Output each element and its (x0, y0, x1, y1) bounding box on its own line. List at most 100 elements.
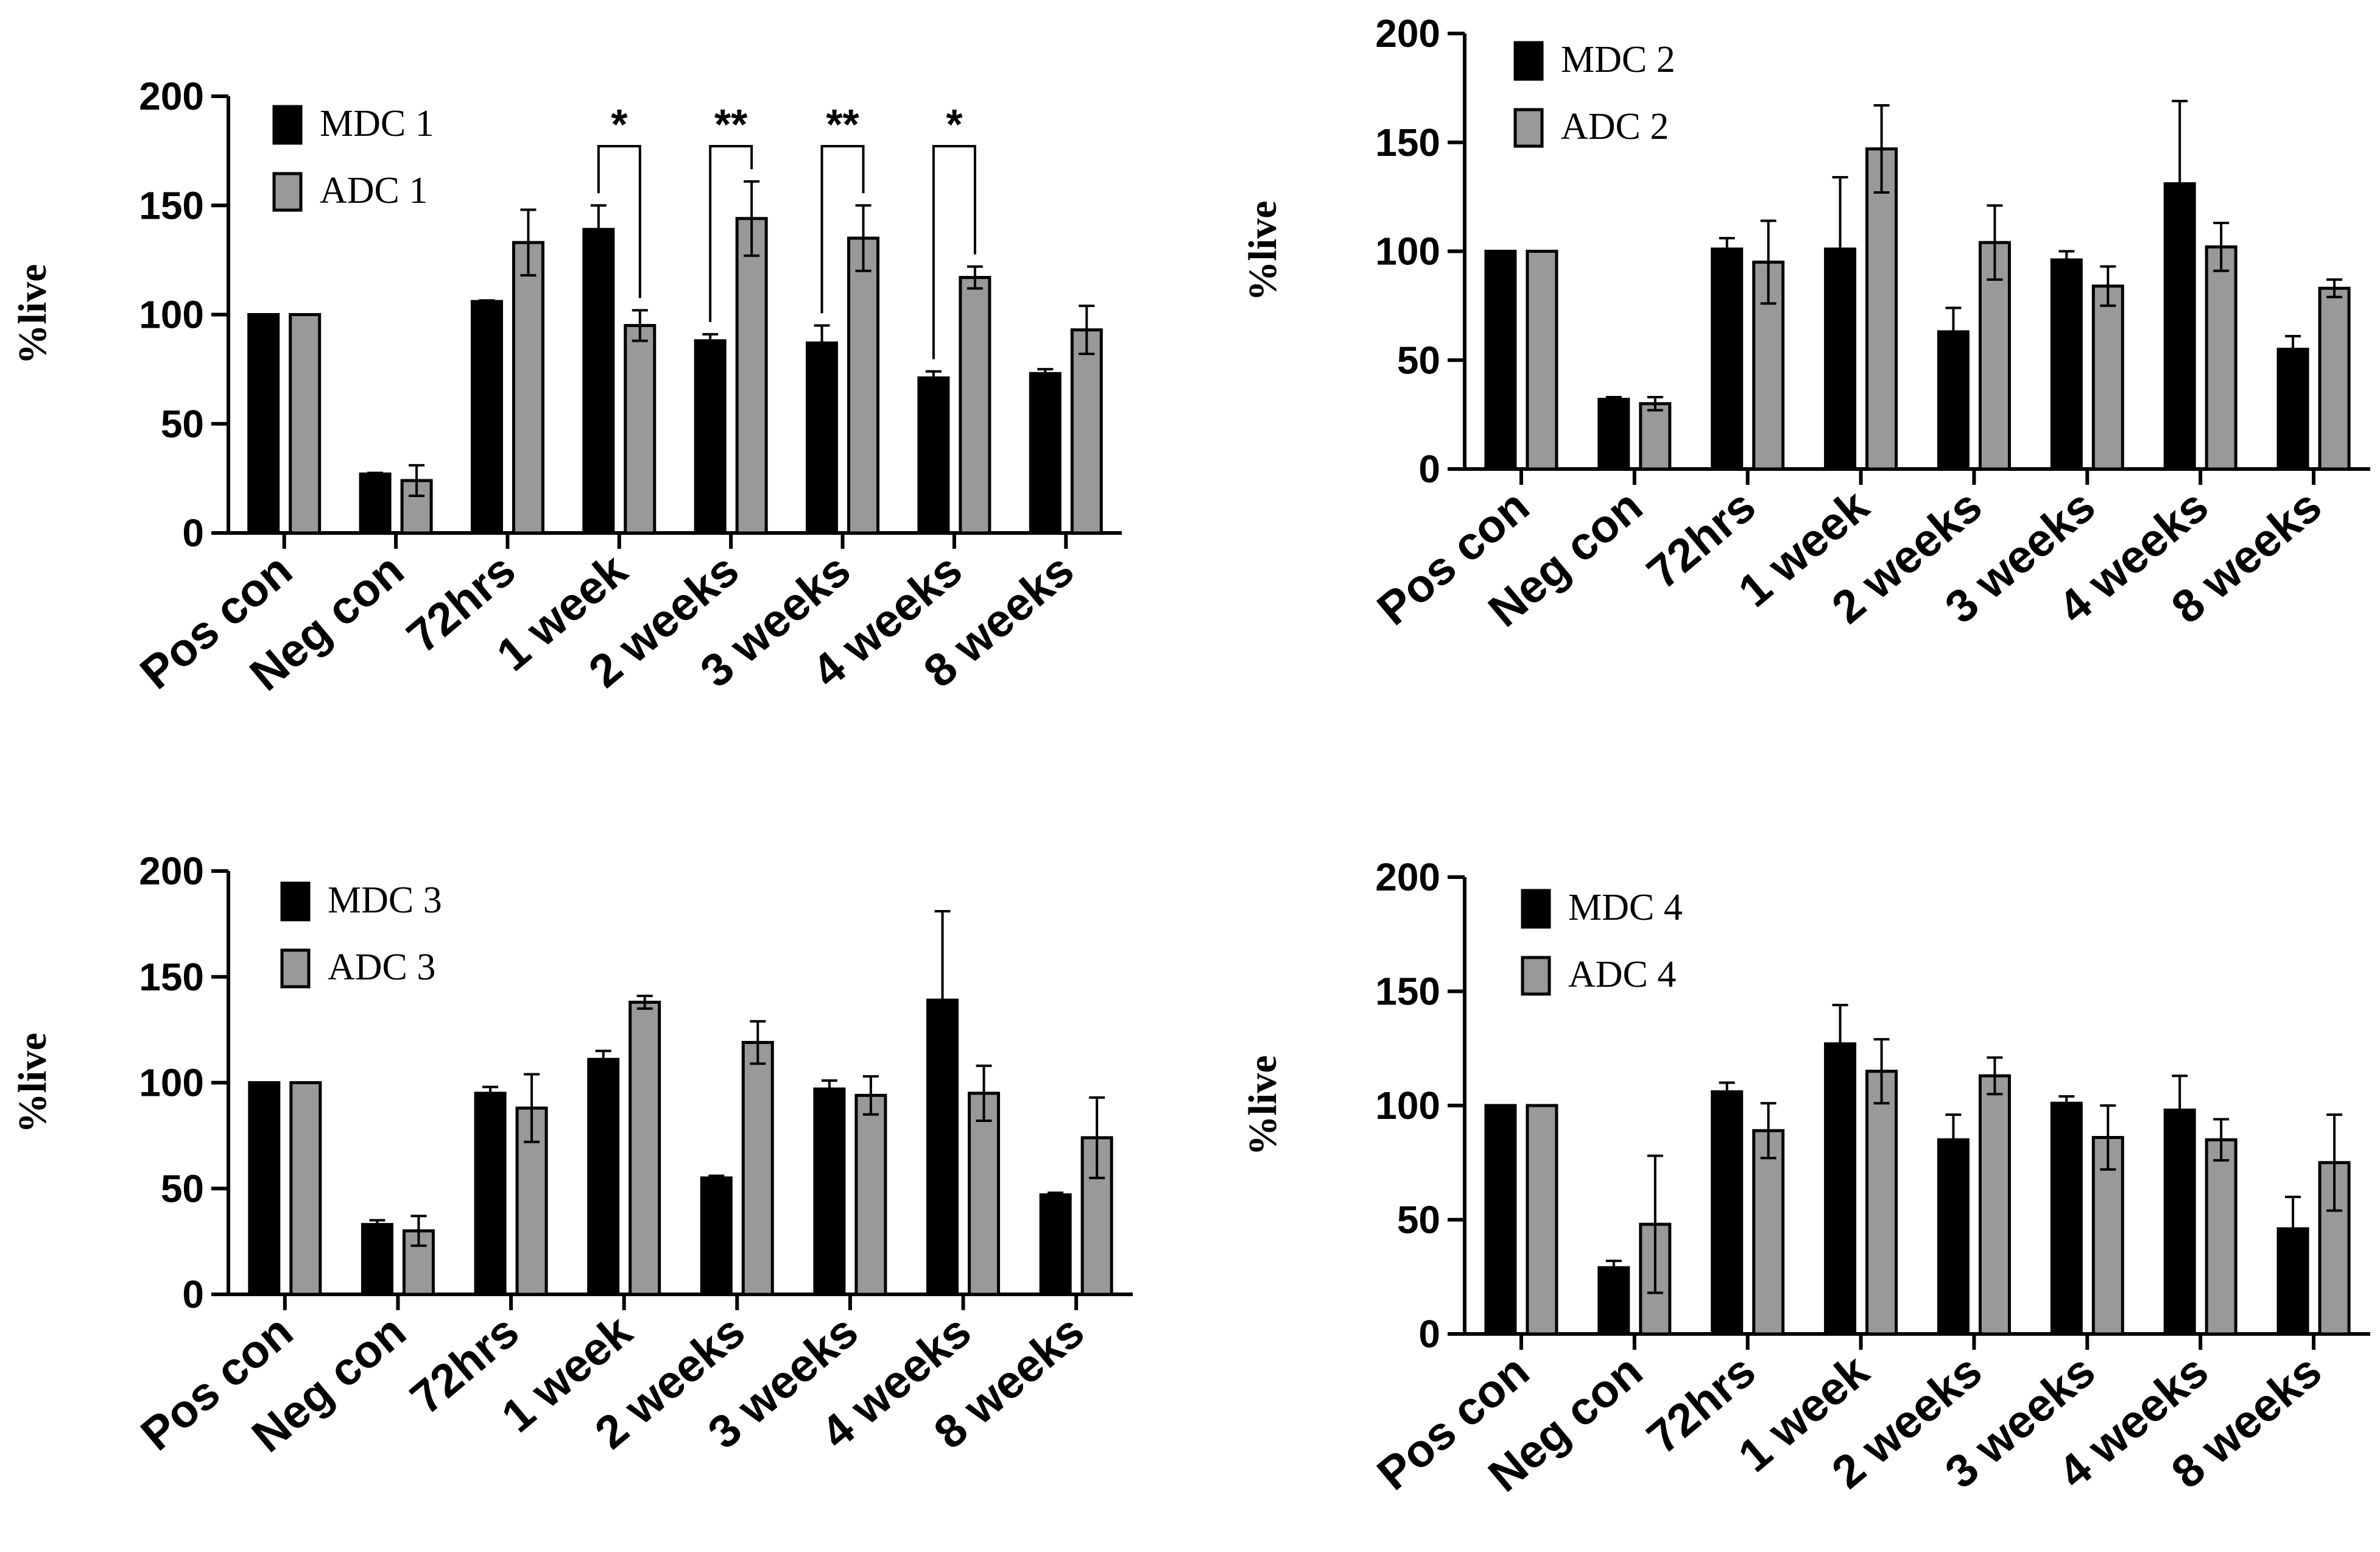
bar (959, 276, 991, 535)
bar (2276, 347, 2309, 471)
bar (2050, 258, 2083, 471)
legend-label: ADC 1 (320, 170, 428, 211)
legend-swatch (1521, 889, 1551, 929)
bar (1484, 1104, 1517, 1336)
significance-bracket (932, 145, 976, 359)
y-tick-label: 200 (139, 74, 204, 118)
legend-swatch (272, 172, 303, 212)
y-tick-label: 200 (139, 849, 204, 893)
legend-label: MDC 3 (328, 880, 442, 921)
bar (289, 313, 322, 535)
bar (926, 998, 959, 1296)
bar (1484, 250, 1517, 471)
legend-swatch (272, 105, 303, 145)
significance-bracket (709, 145, 753, 322)
bar (474, 1092, 507, 1296)
y-tick-label: 0 (1418, 447, 1440, 491)
bar (1824, 1042, 1857, 1336)
bar (1526, 250, 1558, 471)
y-axis-label: %live (10, 1033, 55, 1134)
bar (624, 323, 657, 535)
legend-swatch (1521, 956, 1551, 996)
bar (2318, 286, 2351, 471)
y-tick-label: 200 (1375, 12, 1440, 55)
bar (700, 1176, 733, 1296)
y-axis-label: %live (10, 264, 55, 365)
bar (1080, 1136, 1113, 1296)
bar (359, 472, 392, 535)
bar (2205, 1138, 2237, 1336)
bar (628, 1000, 661, 1296)
bar (1597, 398, 1630, 471)
bar (1752, 1129, 1785, 1336)
bar (248, 1081, 281, 1296)
bar (361, 1222, 393, 1296)
y-tick-label: 0 (1418, 1312, 1440, 1356)
bar (2163, 182, 2196, 471)
bar (1597, 1266, 1630, 1336)
bar (694, 339, 727, 535)
legend-label: ADC 3 (328, 947, 435, 988)
y-tick-label: 50 (161, 1166, 204, 1210)
y-tick-label: 50 (1397, 1198, 1440, 1242)
significance-label: * (946, 101, 963, 148)
y-axis-label: %live (1241, 1056, 1285, 1156)
significance-label: * (611, 101, 628, 148)
bar (813, 1087, 846, 1296)
bar (1526, 1104, 1558, 1336)
legend-swatch (1513, 108, 1544, 148)
bar (2276, 1227, 2309, 1336)
bar (1639, 402, 1672, 471)
bar (1711, 1090, 1744, 1336)
y-tick-label: 150 (1375, 121, 1440, 164)
bar (847, 236, 880, 535)
bar (2050, 1101, 2083, 1336)
legend-swatch (1513, 41, 1544, 81)
y-tick-label: 100 (1375, 1084, 1440, 1127)
bar (582, 228, 615, 535)
bar (735, 217, 768, 535)
y-tick-label: 200 (1375, 855, 1440, 899)
bar (512, 241, 544, 535)
bar (917, 376, 950, 535)
y-tick-label: 0 (182, 1272, 204, 1316)
bar (968, 1092, 1001, 1296)
y-tick-label: 50 (161, 402, 204, 446)
bar (741, 1040, 774, 1296)
bar (1029, 372, 1061, 535)
bar (1711, 247, 1744, 471)
bar (289, 1081, 322, 1296)
bar (1937, 1138, 1970, 1336)
bar (587, 1057, 620, 1296)
bar (1937, 330, 1970, 471)
significance-label: ** (826, 101, 859, 148)
y-tick-label: 100 (139, 1061, 204, 1105)
legend-label: ADC 4 (1568, 954, 1676, 995)
y-tick-label: 0 (182, 511, 204, 555)
bar (470, 300, 503, 535)
y-tick-label: 50 (1397, 338, 1440, 382)
bar (854, 1093, 887, 1296)
bar (1978, 1074, 2011, 1336)
bar (1039, 1193, 1072, 1296)
significance-bracket (820, 145, 865, 314)
bar (1070, 328, 1103, 535)
y-tick-label: 150 (139, 183, 204, 227)
legend-swatch (280, 948, 311, 989)
y-tick-label: 100 (139, 293, 204, 337)
y-axis-label: %live (1241, 201, 1285, 302)
bar (806, 341, 839, 535)
bar (1865, 147, 1898, 471)
bar (1865, 1070, 1898, 1336)
bar (247, 313, 280, 535)
bar (2163, 1109, 2196, 1336)
legend-label: ADC 2 (1561, 106, 1669, 147)
legend-label: MDC 4 (1568, 887, 1683, 928)
significance-label: ** (714, 101, 748, 148)
y-tick-label: 100 (1375, 230, 1440, 273)
